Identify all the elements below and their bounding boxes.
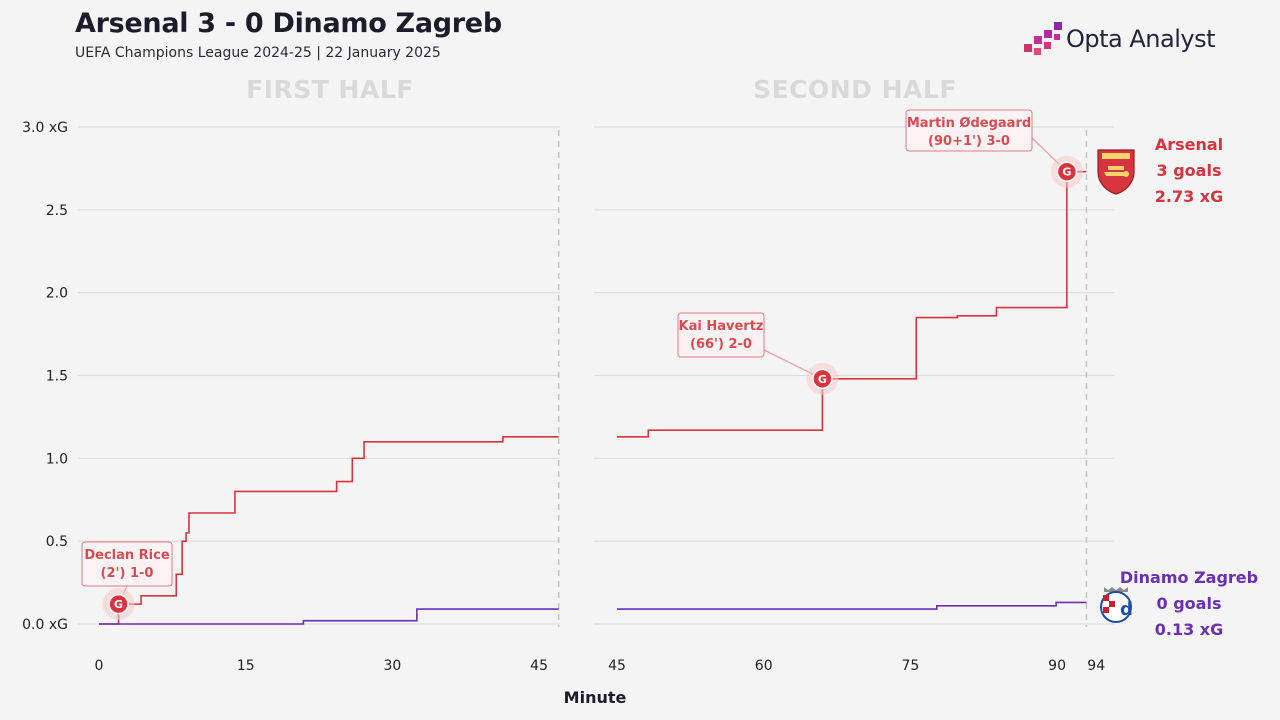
team-label: Dinamo Zagreb	[1120, 568, 1258, 587]
half-title: FIRST HALF	[246, 75, 414, 104]
annotation-box	[905, 109, 1033, 152]
y-tick-label: 1.0	[46, 451, 68, 467]
team-crests: d	[1097, 149, 1135, 623]
chart-title: Arsenal 3 - 0 Dinamo Zagreb	[75, 8, 502, 39]
x-tick-label: 45	[608, 658, 626, 674]
x-tick-label: 15	[237, 658, 255, 674]
x-axis-label: Minute	[564, 688, 627, 707]
annotation-layer: Declan Rice (2') 1-0 G Kai Havertz (66') 2-0…	[81, 109, 1083, 621]
series-line	[617, 170, 1087, 438]
annotation-box	[81, 541, 173, 587]
series-layer	[99, 170, 1087, 625]
y-tick-label: 2.5	[46, 203, 68, 219]
x-tick-label: 0	[95, 658, 104, 674]
goal-marker-label: G	[114, 598, 123, 611]
annotation-scorer: Kai Havertz	[679, 319, 764, 334]
team-label: Arsenal	[1155, 135, 1223, 154]
annotation-scorer: Martin Ødegaard	[907, 116, 1031, 131]
team-label: 3 goals	[1157, 161, 1222, 180]
x-tick-label: 90	[1048, 658, 1066, 674]
team-label: 2.73 xG	[1155, 187, 1224, 206]
series-line	[617, 601, 1087, 610]
y-tick-label: 3.0 xG	[22, 120, 68, 136]
y-tick-label: 0.0 xG	[22, 617, 68, 633]
y-tick-label: 0.5	[46, 534, 68, 550]
team-label: 0.13 xG	[1155, 620, 1224, 639]
annotation-time-score: (2') 1-0	[101, 566, 154, 581]
x-tick-label: 30	[383, 658, 401, 674]
goal-marker-label: G	[1062, 166, 1071, 179]
axes-layer: FIRST HALF SECOND HALF 0.0 xG 0.5 1.0 1.5 2.0 2…	[22, 75, 1258, 707]
y-tick-label: 2.0	[46, 286, 68, 302]
opta-analyst-logo: Opta Analyst	[1022, 20, 1222, 60]
goal-marker-label: G	[818, 373, 827, 386]
series-line	[99, 435, 559, 625]
annotation-time-score: (66') 2-0	[690, 337, 752, 352]
arsenal-crest-icon	[1097, 149, 1135, 195]
grid-layer	[78, 126, 1114, 627]
team-label: 0 goals	[1157, 594, 1222, 613]
goal-marker	[812, 368, 833, 390]
goal-marker	[108, 593, 129, 615]
goal-marker	[1056, 161, 1078, 182]
annotation-scorer: Declan Rice	[84, 548, 169, 563]
x-tick-label: 94	[1087, 658, 1105, 674]
half-title: SECOND HALF	[753, 75, 957, 104]
x-tick-label: 75	[901, 658, 919, 674]
x-tick-label: 60	[755, 658, 773, 674]
chart-subtitle: UEFA Champions League 2024-25 | 22 Janua…	[75, 45, 441, 61]
dinamo-zagreb-crest-icon: d	[1100, 587, 1133, 623]
x-tick-label: 45	[530, 658, 548, 674]
svg-text:d: d	[1120, 599, 1133, 620]
series-line	[99, 608, 559, 625]
opta-logo-icon	[1024, 22, 1062, 55]
y-tick-label: 1.5	[46, 369, 68, 385]
brand-name: Opta Analyst	[1066, 25, 1216, 53]
annotation-box	[677, 312, 765, 358]
annotation-time-score: (90+1') 3-0	[928, 134, 1010, 149]
